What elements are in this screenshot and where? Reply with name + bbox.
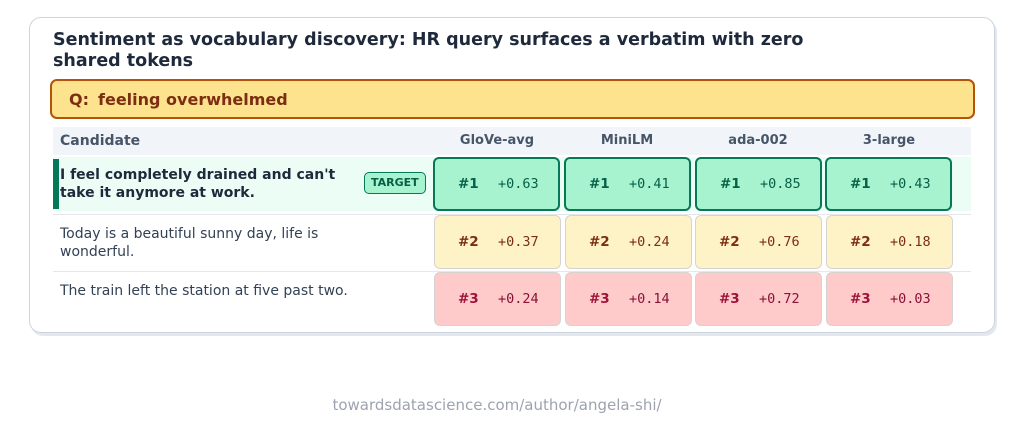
rank-label: #3 xyxy=(589,291,610,307)
candidate-column-header: Candidate xyxy=(60,133,141,149)
model-column-header: ada-002 xyxy=(728,133,788,148)
source-url: towardsdatascience.com/author/angela-shi… xyxy=(332,396,662,414)
score-cell: #2 +0.76 xyxy=(695,215,822,269)
score-value: +0.63 xyxy=(498,176,539,192)
candidate-text: The train left the station at five past … xyxy=(60,283,348,299)
score-cell: #3 +0.03 xyxy=(826,272,953,326)
query-box: Q: feeling overwhelmed xyxy=(50,79,975,119)
score-value: +0.24 xyxy=(498,291,539,307)
score-cell: #3 +0.14 xyxy=(565,272,692,326)
rank-label: #1 xyxy=(720,176,741,192)
score-value: +0.24 xyxy=(629,234,670,250)
rank-label: #1 xyxy=(458,176,479,192)
score-cell: #2 +0.37 xyxy=(434,215,561,269)
model-column-header: GloVe-avg xyxy=(459,133,535,148)
score-value: +0.41 xyxy=(629,176,670,192)
score-value: +0.72 xyxy=(759,291,800,307)
score-value: +0.03 xyxy=(890,291,931,307)
score-value: +0.85 xyxy=(760,176,801,192)
rank-label: #1 xyxy=(589,176,610,192)
query-text: feeling overwhelmed xyxy=(98,89,288,109)
table-row: The train left the station at five past … xyxy=(53,271,971,326)
score-cell: #2 +0.18 xyxy=(826,215,953,269)
score-cell: #2 +0.24 xyxy=(565,215,692,269)
rank-label: #2 xyxy=(458,234,479,250)
score-value: +0.43 xyxy=(890,176,931,192)
score-value: +0.14 xyxy=(629,291,670,307)
rank-label: #2 xyxy=(719,234,740,250)
score-cell: #1 +0.85 xyxy=(695,157,822,211)
score-cell: #3 +0.24 xyxy=(434,272,561,326)
table-header: Candidate GloVe-avg MiniLM ada-002 3-lar… xyxy=(53,127,971,155)
rank-label: #3 xyxy=(458,291,479,307)
target-badge: TARGET xyxy=(364,172,426,194)
rank-label: #3 xyxy=(850,291,871,307)
rank-label: #2 xyxy=(589,234,610,250)
model-column-header: MiniLM xyxy=(600,133,654,148)
candidate-text: I feel completely drained and can't take… xyxy=(60,167,336,201)
rank-label: #1 xyxy=(850,176,871,192)
score-value: +0.76 xyxy=(759,234,800,250)
score-cell: #1 +0.63 xyxy=(433,157,560,211)
score-value: +0.18 xyxy=(890,234,931,250)
rank-label: #3 xyxy=(719,291,740,307)
page-title: Sentiment as vocabulary discovery: HR qu… xyxy=(53,30,804,71)
query-prefix: Q: xyxy=(69,89,89,109)
score-cell: #3 +0.72 xyxy=(695,272,822,326)
score-value: +0.37 xyxy=(498,234,539,250)
target-indicator xyxy=(53,159,59,209)
table-row: Today is a beautiful sunny day, life is … xyxy=(53,214,971,269)
score-cell: #1 +0.41 xyxy=(564,157,691,211)
score-cell: #1 +0.43 xyxy=(825,157,952,211)
model-column-header: 3-large xyxy=(862,133,916,148)
candidate-text: Today is a beautiful sunny day, life is … xyxy=(60,226,319,260)
rank-label: #2 xyxy=(850,234,871,250)
